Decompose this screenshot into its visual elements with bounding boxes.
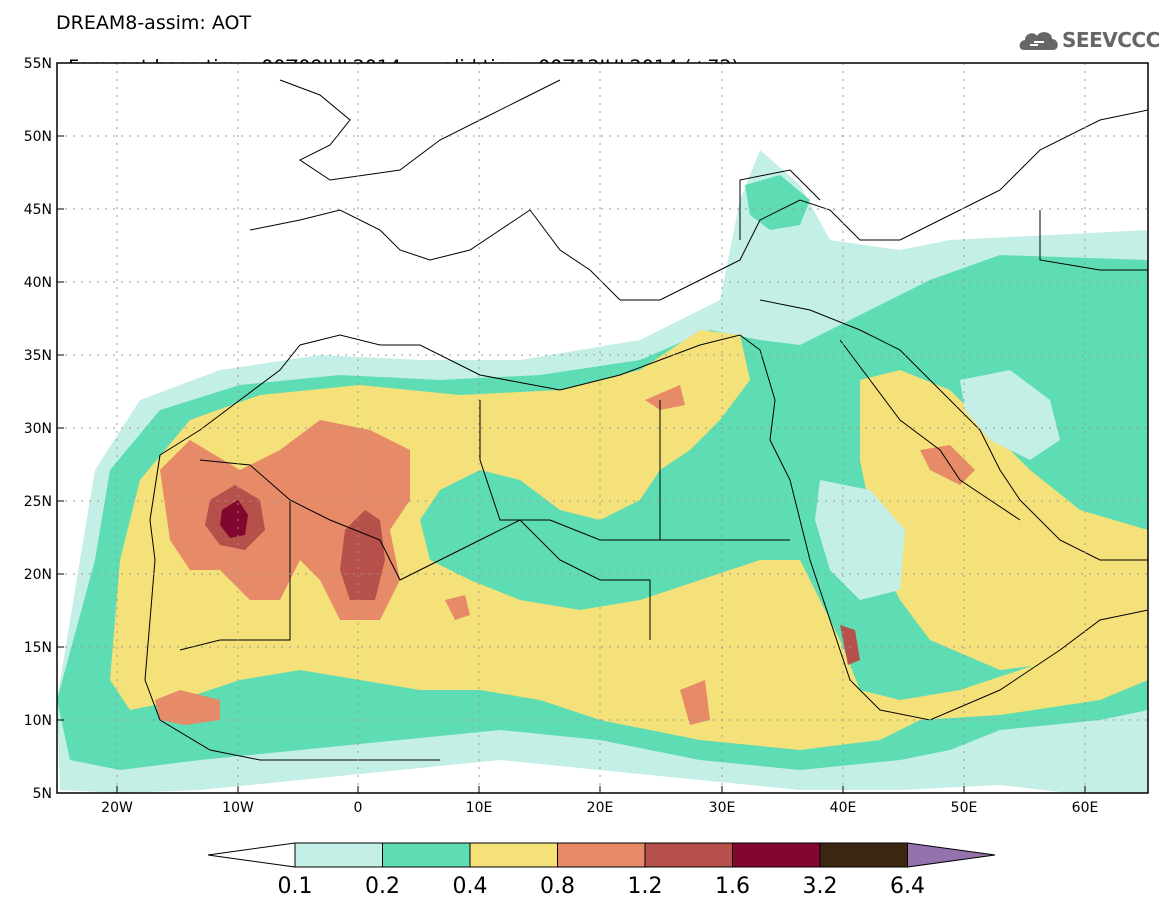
lon-label: 60E — [1072, 800, 1099, 816]
aot-contour-0.8-sahel — [155, 690, 220, 725]
graticule — [57, 63, 1148, 793]
cloud-icon — [1019, 32, 1058, 50]
lat-label: 40N — [24, 275, 52, 291]
lat-label: 30N — [24, 421, 52, 437]
aot-contour-0.8-mali — [445, 595, 470, 620]
lon-label: 20W — [101, 800, 133, 816]
lat-label: 55N — [24, 56, 52, 72]
aot-contour-1.6 — [220, 500, 248, 538]
lon-label: 40E — [830, 800, 857, 816]
aot-hole-iran — [960, 370, 1060, 460]
lat-label: 15N — [24, 640, 52, 656]
lat-label: 50N — [24, 129, 52, 145]
aot-contour-0.8-libya — [645, 385, 685, 410]
aot-contour-0.8-iraq — [920, 445, 975, 485]
lon-label: 10E — [466, 800, 493, 816]
lat-label: 20N — [24, 567, 52, 583]
lon-label: 10W — [222, 800, 254, 816]
aot-contour-1.2-niger — [340, 510, 385, 600]
lon-label: 0 — [354, 800, 363, 816]
lat-label: 10N — [24, 713, 52, 729]
lat-label: 25N — [24, 494, 52, 510]
aot-hole-egypt — [815, 480, 905, 600]
lon-label: 50E — [951, 800, 978, 816]
lat-label: 5N — [33, 786, 52, 802]
logo-text: SEEVCCC — [1062, 28, 1160, 52]
map-title: DREAM8-assim: AOT — [56, 12, 252, 34]
lat-label: 35N — [24, 348, 52, 364]
lon-label: 30E — [709, 800, 736, 816]
lon-label: 20E — [587, 800, 614, 816]
tick-marks — [57, 135, 1086, 793]
aot-contour-0.8-chad — [680, 680, 710, 725]
aot-contour-0.2-blacksea — [745, 175, 810, 230]
lat-label: 45N — [24, 202, 52, 218]
coastlines — [144, 79, 1148, 761]
aot-contour-0.4-arabia — [860, 370, 1148, 670]
aot-contour-1.2-eritrea — [840, 625, 860, 665]
